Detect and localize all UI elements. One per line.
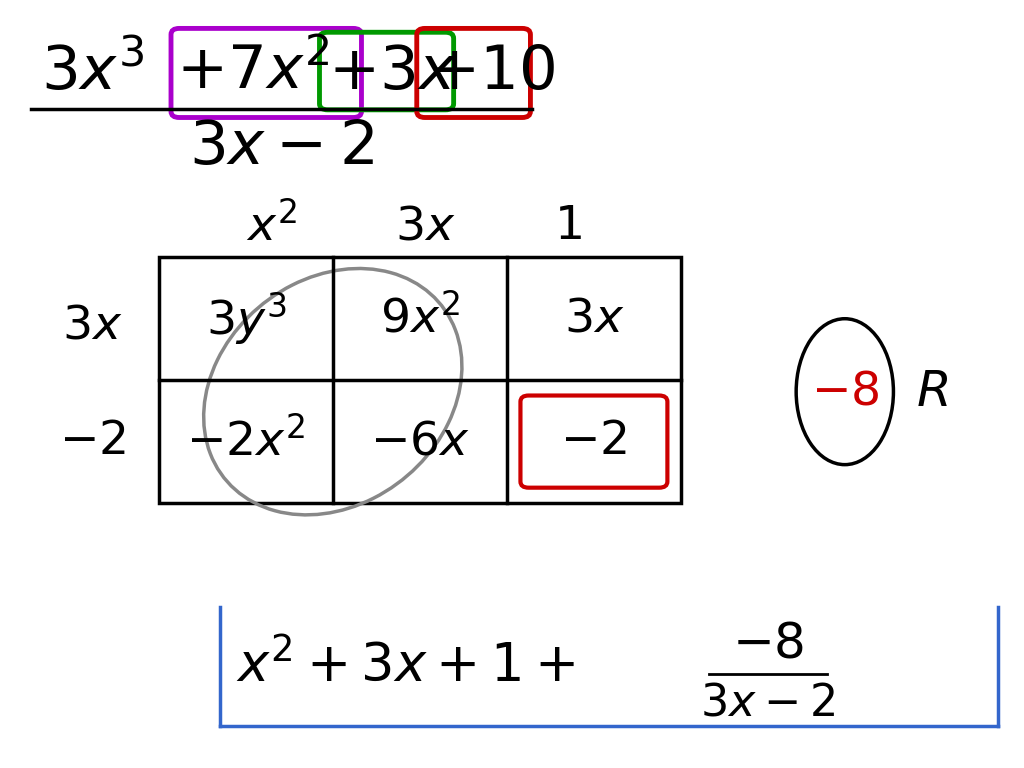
Text: $3x-2$: $3x-2$ [700, 682, 836, 725]
Text: $3x-2$: $3x-2$ [189, 118, 375, 177]
Text: $3x^3$: $3x^3$ [41, 43, 144, 103]
Text: $x^2$: $x^2$ [246, 203, 297, 250]
Text: $-2$: $-2$ [58, 419, 126, 464]
Text: $-8$: $-8$ [732, 620, 804, 667]
Text: $9x^2$: $9x^2$ [380, 295, 460, 343]
Text: $-6x$: $-6x$ [370, 419, 470, 464]
Text: $+10$: $+10$ [428, 44, 555, 102]
Text: $R$: $R$ [915, 368, 948, 415]
Text: $-2x^2$: $-2x^2$ [186, 418, 305, 465]
Text: $3x$: $3x$ [563, 296, 625, 341]
Text: $1$: $1$ [554, 204, 583, 249]
Text: $x^2+3x+1+$: $x^2+3x+1+$ [236, 641, 574, 692]
Text: $3y^3$: $3y^3$ [206, 290, 286, 347]
Bar [159, 257, 681, 503]
Text: $-8$: $-8$ [811, 369, 879, 414]
Text: $3x$: $3x$ [394, 204, 456, 249]
Text: $3x$: $3x$ [61, 304, 123, 349]
Text: $+7x^2$: $+7x^2$ [176, 44, 330, 102]
Text: $-2$: $-2$ [560, 419, 628, 464]
Text: $+3x$: $+3x$ [328, 44, 457, 102]
